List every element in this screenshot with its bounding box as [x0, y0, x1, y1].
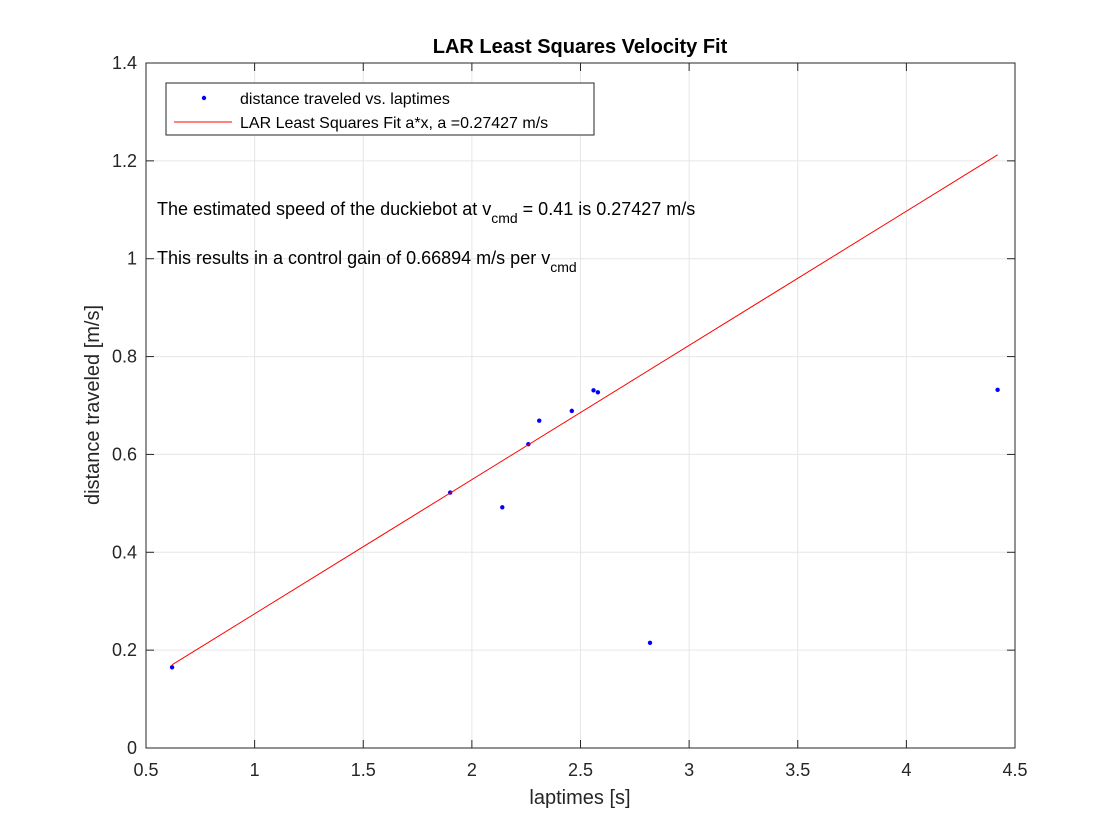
- legend: distance traveled vs. laptimes LAR Least…: [165, 82, 595, 136]
- legend-label-line: LAR Least Squares Fit a*x, a =0.27427 m/…: [240, 115, 548, 132]
- y-tick-label: 0.8: [112, 347, 137, 367]
- tick-labels: 0.5 1 1.5 2 2.5 3 3.5 4 4.5 0 0.2 0.4 0.6 0.8 1 1.2 1.4: [112, 53, 1028, 780]
- data-point: [537, 418, 542, 423]
- data-point: [500, 505, 505, 510]
- series-layer: [169, 154, 1000, 670]
- x-tick-label: 4.5: [1002, 760, 1027, 780]
- x-tick-label: 1.5: [351, 760, 376, 780]
- x-tick-label: 2.5: [568, 760, 593, 780]
- y-tick-label: 0.6: [112, 444, 137, 464]
- annotation-text: The estimated speed of the duckiebot at …: [157, 199, 695, 226]
- legend-label-points: distance traveled vs. laptimes: [240, 91, 450, 108]
- data-point: [169, 665, 175, 670]
- x-tick-label: 4: [901, 760, 911, 780]
- data-point: [647, 640, 653, 646]
- annotations: The estimated speed of the duckiebot at …: [157, 199, 695, 275]
- y-tick-label: 0: [127, 738, 137, 758]
- x-tick-label: 1: [250, 760, 260, 780]
- x-tick-label: 2: [467, 760, 477, 780]
- ticks: [145, 62, 1016, 749]
- x-axis-label: laptimes [s]: [529, 787, 630, 809]
- y-axis-label: distance traveled [m/s]: [82, 305, 104, 505]
- x-tick-label: 3: [684, 760, 694, 780]
- y-tick-label: 1.2: [112, 151, 137, 171]
- fit-line: [171, 154, 998, 666]
- y-tick-label: 1.4: [112, 53, 137, 73]
- y-tick-label: 1: [127, 249, 137, 269]
- x-tick-label: 0.5: [133, 760, 158, 780]
- data-point: [569, 408, 575, 414]
- data-point: [995, 387, 1000, 393]
- legend-marker-points: [201, 95, 207, 101]
- y-tick-label: 0.4: [112, 542, 137, 562]
- data-point: [591, 388, 596, 393]
- data-point: [595, 390, 601, 395]
- legend-box: [165, 82, 595, 136]
- grid: [146, 63, 1015, 748]
- y-tick-label: 0.2: [112, 640, 137, 660]
- chart-title: LAR Least Squares Velocity Fit: [433, 36, 728, 58]
- x-tick-label: 3.5: [785, 760, 810, 780]
- annotation-text: This results in a control gain of 0.6689…: [157, 248, 577, 275]
